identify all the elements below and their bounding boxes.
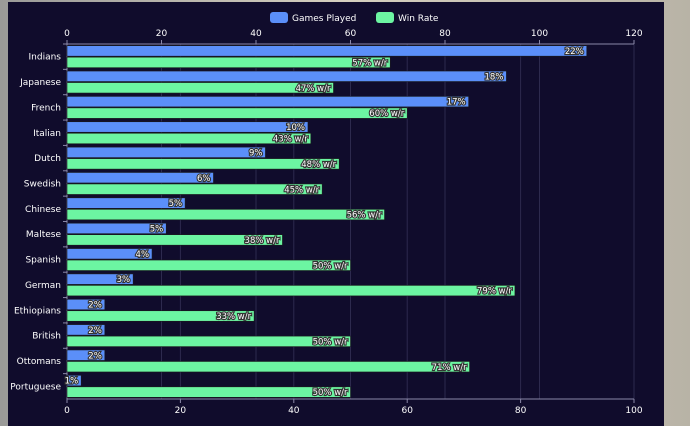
legend-swatch	[376, 12, 394, 23]
bar-label-win-rate-japanese: 47% w/r	[296, 84, 331, 94]
chart-panel: Games Played Win Rate 0 20 40 60 80 100 120 0 20 4…	[8, 2, 664, 426]
bar-label-win-rate-maltese: 38% w/r	[245, 236, 280, 246]
bottom-tick-label-4: 80	[515, 406, 527, 416]
bar-win-rate-ethiopians[interactable]	[66, 310, 255, 322]
bar-games-played-ethiopians[interactable]	[66, 298, 106, 311]
bottom-tick-label-0: 0	[64, 406, 70, 416]
bar-label-games-played-spanish: 4%	[136, 250, 150, 260]
top-tick-label-2: 40	[250, 29, 262, 39]
bars	[66, 45, 588, 398]
bar-games-played-maltese[interactable]	[66, 222, 167, 234]
axes: 0 20 40 60 80 100 120 0 20 40 60 80 100 Indians Japane…	[10, 29, 643, 416]
top-tick-label-0: 0	[64, 29, 70, 39]
bar-games-played-german[interactable]	[66, 273, 134, 285]
category-label-british: British	[32, 332, 61, 342]
category-label-japanese: Japanese	[19, 78, 61, 88]
bottom-tick-label-1: 20	[175, 406, 187, 416]
category-label-maltese: Maltese	[26, 230, 62, 240]
bar-win-rate-ottomans[interactable]	[66, 361, 470, 373]
top-tick-label-5: 100	[531, 29, 548, 39]
bar-label-games-played-portuguese: 1%	[65, 377, 79, 387]
legend-label: Games Played	[292, 14, 356, 24]
bar-games-played-british[interactable]	[66, 324, 106, 336]
top-tick-label-1: 20	[156, 29, 168, 39]
bottom-tick-label-2: 40	[288, 406, 300, 416]
bottom-tick-label-5: 100	[625, 406, 642, 416]
bar-win-rate-maltese[interactable]	[66, 234, 283, 246]
category-label-chinese: Chinese	[25, 205, 61, 215]
bar-games-played-swedish[interactable]	[66, 172, 214, 184]
bar-label-games-played-french: 17%	[447, 98, 466, 108]
bar-label-win-rate-french: 60% w/r	[369, 109, 404, 119]
bar-label-games-played-swedish: 6%	[197, 174, 211, 184]
bar-label-win-rate-german: 79% w/r	[477, 287, 512, 297]
category-label-italian: Italian	[33, 129, 61, 139]
bar-win-rate-british[interactable]	[66, 335, 351, 347]
bar-label-win-rate-italian: 43% w/r	[273, 135, 308, 145]
bar-label-win-rate-dutch: 48% w/r	[301, 160, 336, 170]
bar-label-games-played-italian: 10%	[286, 123, 305, 133]
bar-win-rate-indians[interactable]	[66, 56, 391, 68]
category-label-spanish: Spanish	[25, 256, 61, 266]
bar-label-games-played-indians: 22%	[565, 47, 584, 57]
bar-label-win-rate-ottomans: 71% w/r	[432, 363, 467, 373]
bar-label-games-played-dutch: 9%	[249, 148, 263, 158]
bar-label-win-rate-indians: 57% w/r	[352, 58, 387, 68]
bar-games-played-japanese[interactable]	[66, 70, 507, 82]
bar-win-rate-chinese[interactable]	[66, 209, 385, 221]
bar-label-win-rate-portuguese: 50% w/r	[313, 388, 348, 398]
bar-chart: Games Played Win Rate 0 20 40 60 80 100 120 0 20 4…	[10, 12, 643, 416]
legend[interactable]: Games Played Win Rate	[270, 12, 439, 24]
bar-win-rate-spanish[interactable]	[66, 259, 351, 271]
bar-win-rate-swedish[interactable]	[66, 183, 323, 195]
bar-games-played-italian[interactable]	[66, 121, 309, 133]
bar-win-rate-dutch[interactable]	[66, 158, 340, 170]
bar-label-games-played-japanese: 18%	[485, 72, 504, 82]
top-tick-label-6: 120	[625, 29, 642, 39]
bar-label-win-rate-spanish: 50% w/r	[313, 261, 348, 271]
bar-games-played-french[interactable]	[66, 96, 469, 108]
bar-games-played-portuguese[interactable]	[66, 375, 82, 387]
category-label-french: French	[31, 103, 61, 113]
category-label-swedish: Swedish	[24, 179, 61, 189]
bar-win-rate-french[interactable]	[66, 107, 408, 119]
bar-label-games-played-ethiopians: 2%	[88, 301, 102, 311]
bar-label-games-played-maltese: 5%	[150, 224, 164, 234]
bar-win-rate-german[interactable]	[66, 285, 516, 297]
bar-label-games-played-ottomans: 2%	[88, 351, 102, 361]
legend-item-win-rate[interactable]: Win Rate	[376, 12, 439, 24]
bar-label-games-played-german: 3%	[117, 275, 131, 285]
bar-label-games-played-chinese: 5%	[169, 199, 183, 209]
bar-win-rate-portuguese[interactable]	[66, 386, 351, 398]
category-label-dutch: Dutch	[34, 154, 61, 164]
bar-label-win-rate-british: 50% w/r	[313, 337, 348, 347]
top-tick-label-3: 60	[345, 29, 357, 39]
category-label-ottomans: Ottomans	[17, 357, 62, 367]
bar-label-win-rate-ethiopians: 33% w/r	[216, 312, 251, 322]
bar-games-played-dutch[interactable]	[66, 146, 266, 158]
top-tick-label-4: 80	[439, 29, 451, 39]
bar-games-played-chinese[interactable]	[66, 197, 186, 209]
category-label-portuguese: Portuguese	[10, 382, 61, 392]
bar-games-played-indians[interactable]	[66, 45, 588, 57]
bar-win-rate-japanese[interactable]	[66, 82, 334, 94]
bar-win-rate-italian[interactable]	[66, 132, 312, 145]
legend-label: Win Rate	[398, 14, 439, 24]
category-label-ethiopians: Ethiopians	[14, 306, 61, 316]
bar-games-played-spanish[interactable]	[66, 248, 153, 260]
bar-label-games-played-british: 2%	[88, 326, 102, 336]
category-label-german: German	[25, 281, 61, 291]
bar-games-played-ottomans[interactable]	[66, 349, 106, 361]
bar-label-win-rate-chinese: 56% w/r	[347, 211, 382, 221]
legend-swatch	[270, 12, 288, 23]
bar-label-win-rate-swedish: 45% w/r	[284, 185, 319, 195]
category-label-indians: Indians	[29, 53, 62, 63]
bottom-tick-label-3: 60	[401, 406, 413, 416]
legend-item-games-played[interactable]: Games Played	[270, 12, 356, 24]
bar-labels: 22% 57% w/r 18% 47% w/r 17% 60% w/r 10% 43% w/r…	[64, 46, 585, 399]
